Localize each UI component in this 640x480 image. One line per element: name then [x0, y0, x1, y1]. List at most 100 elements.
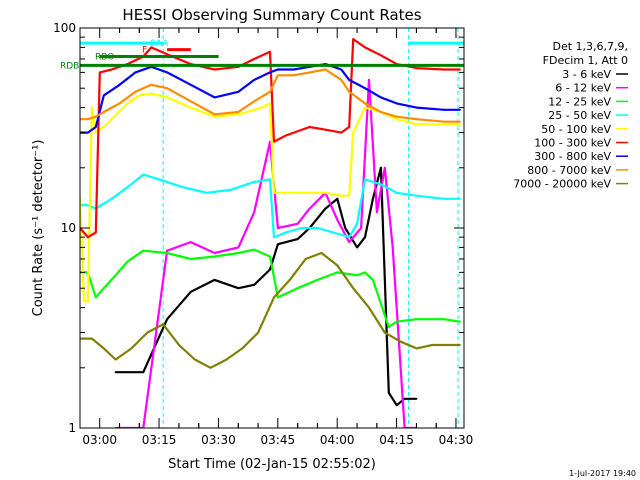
series-5-point-26: [459, 68, 461, 71]
series-2-point-14: [296, 287, 299, 290]
series-3-point-14: [300, 227, 303, 229]
series-7-point-7: [166, 87, 169, 90]
series-6-point-17: [340, 68, 343, 71]
series-line-0: [115, 166, 417, 407]
x-tick-label-3: 03:45: [261, 433, 296, 447]
series-4-point-10: [166, 96, 169, 99]
series-1-point-4: [213, 252, 216, 254]
series-4-point-14: [261, 106, 263, 109]
series-3-point-24: [459, 197, 461, 200]
series-8-point-4: [130, 347, 133, 350]
series-3-point-19: [364, 178, 366, 181]
legend-label-5: 100 - 300 keV: [534, 137, 611, 150]
series-8-point-14: [288, 279, 291, 281]
series-4-point-13: [237, 113, 240, 116]
series-4-point-9: [150, 92, 153, 95]
series-3-point-9: [229, 189, 232, 191]
series-6-point-14: [292, 68, 295, 71]
series-1-point-9: [296, 222, 299, 225]
series-line-2: [80, 248, 461, 329]
x-tick-label-4: 04:00: [320, 433, 355, 447]
series-7-point-4: [118, 102, 121, 105]
series-0-point-15: [364, 236, 366, 239]
series-8-point-12: [257, 331, 259, 334]
series-5-point-14: [273, 140, 275, 143]
series-4-point-11: [189, 106, 192, 109]
series-4-point-21: [348, 194, 351, 197]
series-7-point-11: [253, 100, 256, 103]
series-7-point-21: [395, 115, 398, 118]
series-1-point-12: [336, 218, 339, 221]
series-3-point-3: [110, 197, 113, 200]
series-2-point-6: [142, 249, 145, 252]
series-1-point-13: [348, 241, 351, 244]
series-6-point-22: [415, 106, 418, 109]
series-7-point-10: [237, 111, 240, 113]
series-4-point-7: [126, 102, 129, 105]
series-6-point-20: [380, 96, 382, 99]
series-0-point-16: [372, 197, 374, 200]
legend-header-0: Det 1,3,6,7,9,: [552, 40, 628, 53]
series-6-point-19: [364, 87, 366, 90]
x-tick-label-2: 03:30: [201, 433, 236, 447]
y-tick-label-1: 10: [61, 221, 76, 235]
series-6-point-4: [118, 83, 121, 86]
series-8-point-21: [399, 340, 402, 343]
series-2-point-13: [277, 296, 279, 299]
series-0-point-19: [395, 404, 398, 407]
legend-label-1: 6 - 12 keV: [555, 82, 611, 95]
series-5-point-18: [340, 131, 343, 134]
series-1-point-16: [376, 211, 378, 214]
series-4-point-12: [213, 115, 216, 118]
series-5-point-25: [443, 68, 446, 71]
series-8-point-3: [114, 358, 117, 361]
series-7-point-15: [308, 71, 311, 74]
series-4-point-3: [91, 106, 93, 109]
series-7-point-22: [415, 118, 418, 121]
series-2-point-5: [126, 260, 129, 263]
series-2-point-16: [336, 271, 339, 274]
series-8-point-22: [415, 347, 418, 350]
series-4-point-6: [110, 118, 113, 121]
series-0-point-5: [237, 287, 240, 290]
chart-title: HESSI Observing Summary Count Rates: [122, 6, 421, 24]
series-3-point-21: [395, 191, 398, 194]
series-0-point-13: [344, 227, 347, 229]
series-4-point-22: [352, 131, 355, 134]
series-3-point-7: [182, 186, 184, 189]
series-2-point-3: [102, 287, 105, 290]
series-6-point-7: [166, 71, 169, 74]
legend-label-8: 7000 - 20000 keV: [513, 178, 611, 191]
series-6-point-2: [94, 126, 97, 128]
series-6-point-23: [443, 108, 446, 111]
series-4-point-4: [94, 131, 97, 134]
series-2-point-19: [372, 279, 374, 281]
series-8-point-13: [273, 296, 275, 299]
series-4-point-18: [308, 191, 311, 194]
series-3-point-12: [273, 236, 275, 239]
series-1-point-8: [277, 227, 279, 229]
series-0-point-9: [296, 238, 299, 241]
series-7-point-1: [87, 118, 89, 121]
series-0-point-4: [213, 279, 216, 281]
series-8-point-24: [447, 344, 450, 346]
legend-label-2: 12 - 25 keV: [548, 95, 611, 108]
series-4-point-23: [364, 106, 366, 109]
series-5-point-21: [364, 46, 366, 49]
series-0-point-2: [166, 318, 169, 321]
series-2-point-8: [189, 258, 192, 260]
series-2-point-20: [387, 326, 390, 328]
series-3-point-11: [269, 178, 271, 181]
series-8-point-19: [368, 306, 370, 309]
series-0-point-20: [403, 397, 406, 400]
x-axis-label: Start Time (02-Jan-15 02:55:02): [168, 457, 376, 472]
series-3-point-1: [87, 204, 89, 207]
series-8-point-5: [146, 331, 149, 334]
series-3-point-6: [158, 178, 161, 181]
y-tick-label-2: 100: [53, 21, 76, 35]
legend-label-3: 25 - 50 keV: [548, 109, 611, 122]
series-1-point-17: [383, 166, 386, 169]
series-line-3: [80, 173, 460, 239]
series-4-point-19: [324, 191, 327, 194]
series-1-point-5: [237, 246, 240, 249]
